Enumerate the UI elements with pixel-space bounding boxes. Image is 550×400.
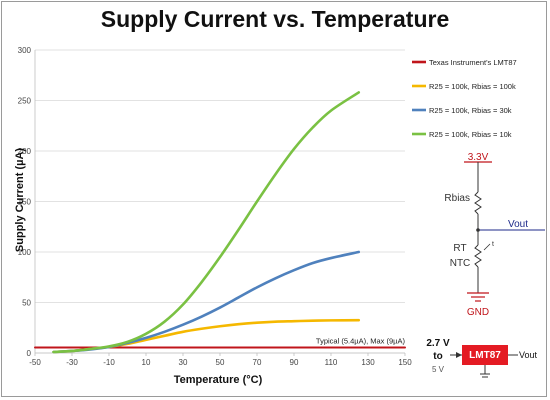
supply-range-top: 2.7 V <box>426 338 450 349</box>
legend-label-2: R25 = 100k, Rbias = 30k <box>429 106 512 115</box>
supply-range-mid: to <box>433 351 442 362</box>
legend: Texas Instrument's LMT87 R25 = 100k, Rbia… <box>412 58 517 139</box>
gnd-label: GND <box>467 307 489 318</box>
lmt87-chip-label: LMT87 <box>469 350 501 361</box>
x-tick-label-1: -30 <box>66 358 78 367</box>
ntc-arrow <box>483 243 491 251</box>
ntc-t-symbol: t <box>492 241 494 248</box>
x-tick-label-0: -50 <box>29 358 41 367</box>
x-tick-label-5: 50 <box>216 358 225 367</box>
lmt87-chip <box>462 345 508 365</box>
x-tick-label-3: 10 <box>142 358 151 367</box>
x-tick-label-2: -10 <box>103 358 115 367</box>
y-axis-title: Supply Current (µA) <box>14 148 26 252</box>
y-tick-label-3: 150 <box>18 198 32 207</box>
vin-arrow <box>456 352 462 358</box>
x-tick-label-4: 30 <box>179 358 188 367</box>
ntc-label: NTC <box>450 258 471 269</box>
junction-dot <box>476 228 480 232</box>
supply-range-bot: 5 V <box>432 365 445 374</box>
series-layer <box>34 91 406 354</box>
lmt87-block: 2.7 V to 5 V LMT87 Vout <box>426 338 538 378</box>
y-tick-label-4: 200 <box>18 147 32 156</box>
y-tick-label-1: 50 <box>22 299 31 308</box>
x-tick-label-9: 130 <box>361 358 375 367</box>
series-line-2 <box>52 250 361 354</box>
legend-label-1: R25 = 100k, Rbias = 100k <box>429 82 516 91</box>
legend-label-3: R25 = 100k, Rbias = 10k <box>429 130 512 139</box>
rbias-resistor <box>474 191 482 215</box>
legend-label-0: Texas Instrument's LMT87 <box>429 58 517 67</box>
rt-label: RT <box>453 243 466 254</box>
x-tick-label-7: 90 <box>290 358 299 367</box>
y-tick-label-6: 300 <box>18 46 32 55</box>
x-axis-title: Temperature (°C) <box>174 374 263 386</box>
typical-max-annotation: Typical (5.4µA), Max (9µA) <box>316 337 406 346</box>
y-tick-label-5: 250 <box>18 97 32 106</box>
vout-label: Vout <box>508 219 528 230</box>
x-tick-label-10: 150 <box>398 358 412 367</box>
ntc-schematic: 3.3V Rbias Vout t RT NTC GND <box>444 152 545 318</box>
y-tick-label-0: 0 <box>27 349 32 358</box>
ntc-resistor <box>474 244 482 268</box>
chart-title: Supply Current vs. Temperature <box>100 6 450 32</box>
series-line-3 <box>52 91 361 354</box>
axis-layer: 0 50 100 150 200 250 300 -50 -30 -10 10 30 50 70 90 110… <box>18 46 413 367</box>
x-tick-label-6: 70 <box>253 358 262 367</box>
y-tick-label-2: 100 <box>18 248 32 257</box>
vcc-label: 3.3V <box>468 152 489 163</box>
x-tick-label-8: 110 <box>325 358 338 367</box>
lmt87-vout-label: Vout <box>519 350 538 360</box>
rbias-label: Rbias <box>444 193 470 204</box>
